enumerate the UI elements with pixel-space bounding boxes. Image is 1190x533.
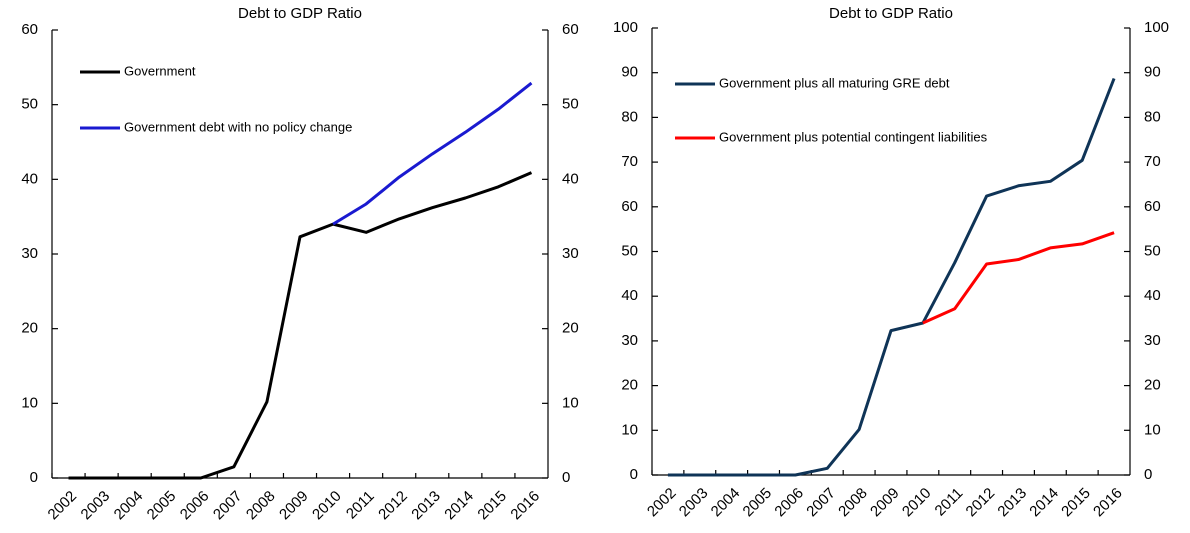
x-tick-label: 2016 xyxy=(507,488,543,524)
y2-tick-label: 40 xyxy=(562,170,579,187)
line-series xyxy=(922,231,1115,325)
y2-tick-label: 30 xyxy=(562,245,579,262)
legend-label: Government debt with no policy change xyxy=(124,119,352,134)
x-tick-label: 2015 xyxy=(1058,485,1094,521)
y2-tick-label: 20 xyxy=(562,320,579,337)
line-series xyxy=(667,77,1116,477)
x-tick-label: 2010 xyxy=(309,488,345,524)
x-tick-label: 2014 xyxy=(1026,485,1062,521)
y-tick-label: 20 xyxy=(21,320,38,337)
x-tick-label: 2011 xyxy=(343,488,378,523)
y-tick-label: 100 xyxy=(613,19,638,36)
y-tick-label: 80 xyxy=(621,108,638,125)
y-tick-label: 60 xyxy=(21,21,38,38)
line-series xyxy=(68,171,533,480)
y2-tick-label: 30 xyxy=(1144,332,1161,349)
x-tick-label: 2002 xyxy=(45,488,81,524)
legend-label: Government plus potential contingent lia… xyxy=(719,129,988,144)
x-tick-label: 2011 xyxy=(932,485,967,520)
x-tick-label: 2008 xyxy=(835,485,871,521)
x-tick-label: 2015 xyxy=(474,488,510,524)
y-tick-label: 50 xyxy=(621,242,638,259)
y-tick-label: 60 xyxy=(621,198,638,215)
y2-tick-label: 80 xyxy=(1144,108,1161,125)
y-tick-label: 30 xyxy=(621,332,638,349)
x-tick-label: 2006 xyxy=(771,485,807,521)
y2-tick-label: 10 xyxy=(562,394,579,411)
y-tick-label: 0 xyxy=(630,466,638,483)
y2-tick-label: 60 xyxy=(1144,198,1161,215)
x-tick-label: 2004 xyxy=(708,485,744,521)
x-tick-label: 2009 xyxy=(276,488,312,524)
y-tick-label: 40 xyxy=(621,287,638,304)
x-tick-label: 2007 xyxy=(210,488,246,524)
x-tick-label: 2004 xyxy=(111,488,147,524)
legend-label: Government xyxy=(124,63,196,78)
x-tick-label: 2003 xyxy=(676,485,712,521)
y-tick-label: 20 xyxy=(621,377,638,394)
y-tick-label: 30 xyxy=(21,245,38,262)
y2-tick-label: 50 xyxy=(1144,242,1161,259)
x-tick-label: 2013 xyxy=(408,488,444,524)
x-tick-label: 2007 xyxy=(803,485,839,521)
x-tick-label: 2008 xyxy=(243,488,279,524)
y-tick-label: 40 xyxy=(21,170,38,187)
x-tick-label: 2003 xyxy=(78,488,114,524)
y2-tick-label: 10 xyxy=(1144,421,1161,438)
y2-tick-label: 40 xyxy=(1144,287,1161,304)
y-tick-label: 50 xyxy=(21,96,38,113)
x-tick-label: 2005 xyxy=(740,485,776,521)
y-tick-label: 10 xyxy=(621,421,638,438)
x-tick-label: 2006 xyxy=(177,488,213,524)
line-series xyxy=(332,81,533,226)
y2-tick-label: 60 xyxy=(562,21,579,38)
x-tick-label: 2012 xyxy=(963,485,999,521)
x-tick-label: 2013 xyxy=(994,485,1030,521)
y2-tick-label: 20 xyxy=(1144,377,1161,394)
y-tick-label: 90 xyxy=(621,64,638,81)
x-tick-label: 2010 xyxy=(899,485,935,521)
y-tick-label: 10 xyxy=(21,394,38,411)
x-tick-label: 2009 xyxy=(867,485,903,521)
y-tick-label: 70 xyxy=(621,153,638,170)
legend-label: Government plus all maturing GRE debt xyxy=(719,75,950,90)
x-tick-label: 2014 xyxy=(441,488,477,524)
y2-tick-label: 0 xyxy=(562,469,570,486)
x-tick-label: 2002 xyxy=(644,485,680,521)
y2-tick-label: 100 xyxy=(1144,19,1169,36)
y2-tick-label: 0 xyxy=(1144,466,1152,483)
y2-tick-label: 70 xyxy=(1144,153,1161,170)
chart-title: Debt to GDP Ratio xyxy=(238,5,362,22)
chart-title: Debt to GDP Ratio xyxy=(829,5,953,22)
y-tick-label: 0 xyxy=(30,469,38,486)
y2-tick-label: 50 xyxy=(562,96,579,113)
y2-tick-label: 90 xyxy=(1144,64,1161,81)
x-tick-label: 2005 xyxy=(144,488,180,524)
x-tick-label: 2016 xyxy=(1090,485,1126,521)
x-tick-label: 2012 xyxy=(375,488,411,524)
